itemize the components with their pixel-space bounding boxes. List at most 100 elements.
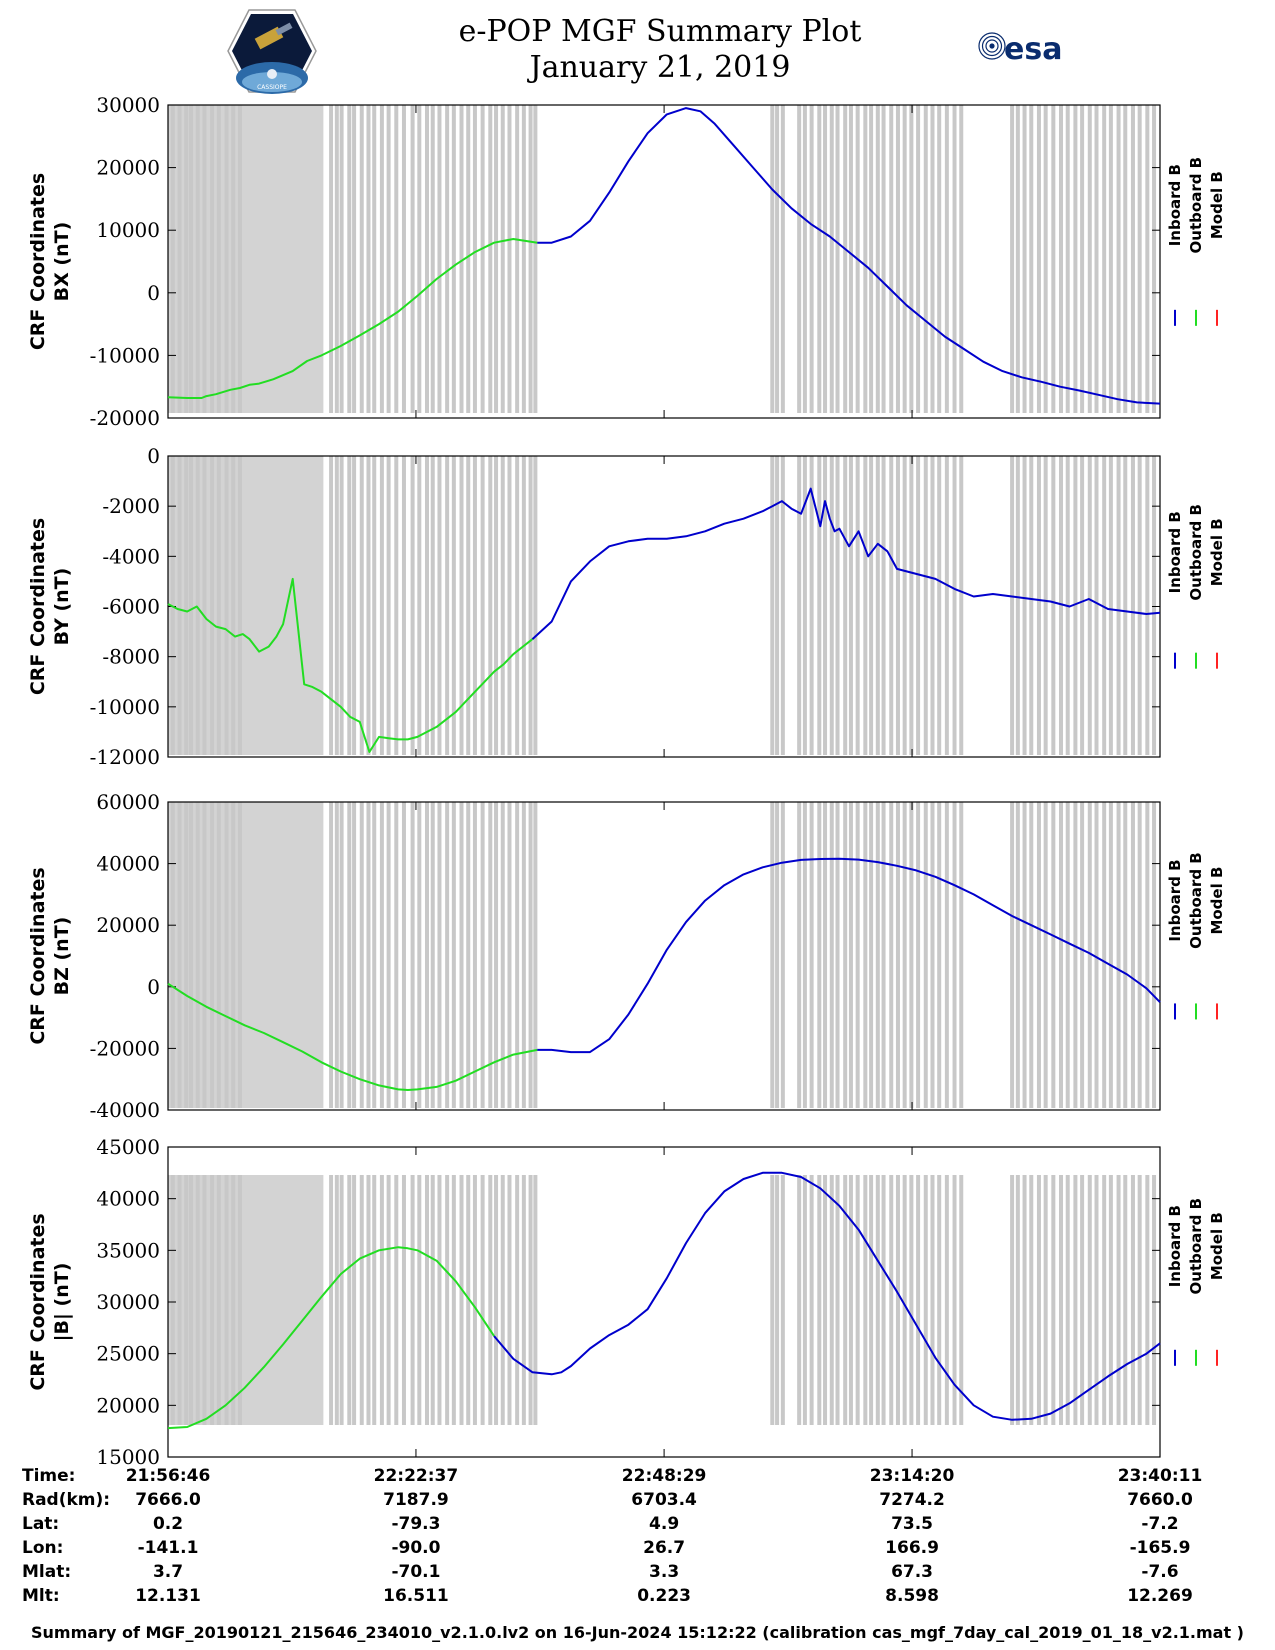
- y-axis-label-line-1: CRF Coordinates: [27, 1213, 49, 1390]
- series-line-outboard-b: [167, 982, 538, 1091]
- y-tick-label: 0: [147, 975, 160, 999]
- y-axis-label-line-1: CRF Coordinates: [27, 867, 49, 1044]
- series-line-outboard-b: [167, 577, 534, 753]
- table-cell: -90.0: [391, 1538, 441, 1558]
- legend-label: Inboard B: [1166, 1205, 1184, 1287]
- y-tick-label: -10000: [90, 695, 160, 719]
- y-tick-label: -10000: [90, 343, 160, 367]
- table-cell: 7666.0: [135, 1490, 201, 1510]
- gap-shading-block: [168, 456, 324, 755]
- table-cell: 7187.9: [383, 1490, 449, 1510]
- cassiope-caption: CASSIOPE: [257, 84, 287, 91]
- y-tick-label: 25000: [96, 1342, 160, 1366]
- legend-label: Outboard B: [1187, 157, 1205, 254]
- table-cell: 21:56:46: [125, 1466, 211, 1486]
- y-axis-label-line-2: BZ (nT): [51, 917, 73, 996]
- esa-logo: esa: [978, 32, 1062, 67]
- table-cell: -7.2: [1141, 1514, 1179, 1534]
- y-tick-label: -2000: [102, 494, 160, 518]
- table-row-label: Mlt:: [22, 1586, 60, 1606]
- table-cell: 0.2: [152, 1514, 184, 1534]
- table-cell: 12.269: [1127, 1586, 1193, 1606]
- y-axis-label-line-1: CRF Coordinates: [27, 173, 49, 350]
- table-cell: 12.131: [135, 1586, 201, 1606]
- y-tick-label: 20000: [96, 913, 160, 937]
- legend-label: Outboard B: [1187, 852, 1205, 949]
- table-row-label: Mlat:: [22, 1562, 72, 1582]
- cassiope-logo: CASSIOPE: [227, 9, 317, 94]
- legend-label: Model B: [1208, 171, 1226, 239]
- table-cell: 22:22:37: [373, 1466, 459, 1486]
- y-tick-label: 30000: [96, 1290, 160, 1314]
- y-tick-label: 10000: [96, 218, 160, 242]
- table-cell: 67.3: [891, 1562, 934, 1582]
- table-cell: 8.598: [885, 1586, 939, 1606]
- legend-label: Model B: [1208, 1212, 1226, 1280]
- series-line-inboard-b: [531, 487, 1161, 640]
- table-cell: -141.1: [137, 1538, 199, 1558]
- table-cell: 73.5: [891, 1514, 934, 1534]
- table-cell: 26.7: [643, 1538, 686, 1558]
- table-cell: 22:48:29: [621, 1466, 707, 1486]
- gap-shading-block: [168, 802, 324, 1108]
- ephemeris-table: Time: 21:56:46 22:22:37 22:48:29 23:14:20 23:…: [0, 1466, 1275, 1616]
- y-tick-label: -6000: [102, 595, 160, 619]
- title-line-1: e-POP MGF Summary Plot: [458, 14, 862, 49]
- footer-summary: Summary of MGF_20190121_215646_234010_v2…: [31, 1623, 1244, 1642]
- title-line-2: January 21, 2019: [529, 50, 791, 85]
- table-cell: 7660.0: [1127, 1490, 1193, 1510]
- table-cell: 3.3: [649, 1562, 680, 1582]
- table-cell: 4.9: [649, 1514, 680, 1534]
- gap-shading-block: [168, 1175, 324, 1425]
- y-axis-label-line-2: BY (nT): [51, 568, 73, 646]
- y-tick-label: 30000: [96, 93, 160, 117]
- series-line-inboard-b: [537, 107, 1161, 405]
- y-axis-label-line-2: |B| (nT): [51, 1263, 73, 1342]
- y-tick-label: 0: [147, 444, 160, 468]
- series-line-outboard-b: [167, 1246, 495, 1430]
- table-row-label: Time:: [22, 1466, 76, 1486]
- table-cell: -165.9: [1129, 1538, 1191, 1558]
- table-row-label: Rad(km):: [22, 1490, 111, 1510]
- y-tick-label: 0: [147, 281, 160, 305]
- y-tick-label: 60000: [96, 790, 160, 814]
- table-cell: 3.7: [152, 1562, 184, 1582]
- legend-label: Model B: [1208, 518, 1226, 586]
- y-tick-label: -40000: [90, 1098, 160, 1122]
- gap-shading-block: [168, 105, 324, 413]
- series-line-inboard-b: [537, 857, 1161, 1054]
- legend-label: Outboard B: [1187, 1198, 1205, 1295]
- table-row-label: Lon:: [22, 1538, 64, 1558]
- legend-label: Model B: [1208, 867, 1226, 935]
- series-line-inboard-b: [493, 1171, 1161, 1421]
- y-tick-label: 15000: [96, 1445, 160, 1466]
- table-cell: -7.6: [1141, 1562, 1179, 1582]
- legend-label: Inboard B: [1166, 511, 1184, 593]
- table-cell: 23:40:11: [1117, 1466, 1203, 1486]
- y-tick-label: 35000: [96, 1238, 160, 1262]
- legend-label: Inboard B: [1166, 164, 1184, 246]
- legend-label: Outboard B: [1187, 504, 1205, 601]
- y-tick-label: -12000: [90, 745, 160, 769]
- table-row-label: Lat:: [22, 1514, 60, 1534]
- table-cell: 166.9: [885, 1538, 939, 1558]
- table-cell: 0.223: [637, 1586, 691, 1606]
- table-cell: 6703.4: [631, 1490, 697, 1510]
- y-axis-label-line-1: CRF Coordinates: [27, 518, 49, 695]
- esa-logo-text: esa: [1004, 32, 1062, 67]
- table-cell: 7274.2: [879, 1490, 945, 1510]
- table-cell: -70.1: [391, 1562, 441, 1582]
- series-line-outboard-b: [167, 238, 538, 399]
- y-tick-label: -4000: [102, 544, 160, 568]
- table-cell: 16.511: [383, 1586, 449, 1606]
- y-tick-label: -8000: [102, 645, 160, 669]
- plot-title: e-POP MGF Summary Plot January 21, 2019: [360, 14, 960, 86]
- y-axis-label-line-2: BX (nT): [51, 222, 73, 302]
- y-tick-label: -20000: [90, 406, 160, 430]
- y-tick-label: 20000: [96, 156, 160, 180]
- legend-label: Inboard B: [1166, 859, 1184, 941]
- y-tick-label: 45000: [96, 1135, 160, 1159]
- y-tick-label: 40000: [96, 1187, 160, 1211]
- y-tick-label: 40000: [96, 852, 160, 876]
